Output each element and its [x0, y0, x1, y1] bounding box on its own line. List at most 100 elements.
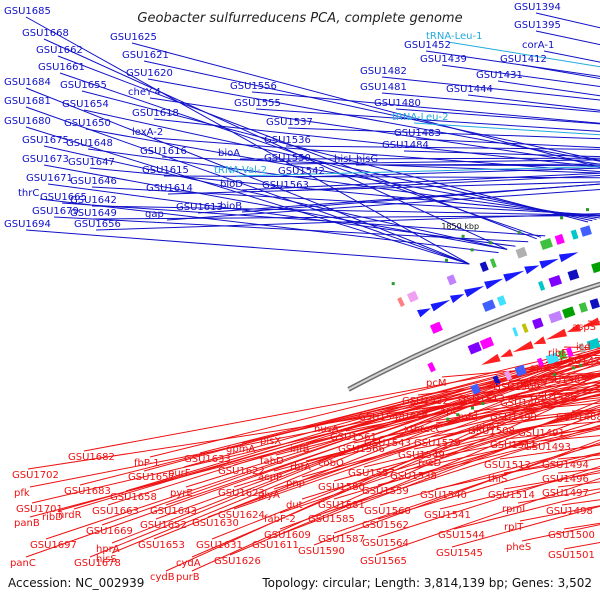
reverse-gene-label: GSU1560 [364, 506, 411, 517]
forward-gene-label: GSU1625 [110, 32, 157, 43]
forward-connector [283, 174, 600, 192]
forward-gene-label: GSU1431 [476, 70, 523, 81]
forward-connector [91, 205, 600, 216]
forward-gene-label: GSU1668 [22, 28, 69, 39]
accession-text: Accession: NC_002939 [8, 576, 144, 590]
forward-gene-label: GSU1620 [126, 68, 173, 79]
reverse-gene-label: GSU1658 [110, 492, 157, 503]
reverse-gene-label: GSU1587 [318, 534, 365, 545]
reverse-gene-label: GSU1580 [318, 482, 365, 493]
forward-feature-block [446, 274, 457, 286]
reverse-gene-label: GSU1486 [530, 392, 577, 403]
forward-connector [415, 138, 600, 149]
reverse-gene-label: GSU1701 [16, 504, 63, 515]
reverse-connector [153, 361, 600, 540]
reverse-feature-block [512, 327, 519, 337]
reverse-gene-label: fabD [260, 456, 284, 467]
forward-gene-label: GSU1444 [446, 84, 493, 95]
forward-feature-block [539, 237, 553, 250]
reverse-connector [439, 469, 600, 510]
marker-dot [553, 373, 557, 377]
forward-feature-block [554, 233, 565, 245]
forward-gene-label: GSU1681 [4, 96, 51, 107]
forward-connector [299, 167, 600, 178]
forward-gene-label: GSU1642 [70, 195, 117, 206]
forward-feature-block [570, 229, 579, 240]
reverse-connector [333, 420, 600, 500]
marker-dot [445, 258, 448, 262]
genome-title: Geobacter sulfurreducens PCA, complete g… [137, 11, 462, 26]
forward-feature-block [515, 246, 528, 259]
reverse-gene-label: GSU1548 [358, 412, 405, 423]
forward-gene-label: GSU1394 [514, 2, 561, 13]
reverse-gene-label: GSU1493 [524, 442, 571, 453]
forward-connector [241, 183, 600, 213]
reverse-gene-label: GSU1498 [546, 506, 593, 517]
forward-connector [61, 202, 546, 237]
forward-connector [381, 76, 600, 101]
marker-dot [446, 417, 450, 421]
reverse-connector [435, 399, 600, 424]
reverse-gene-label: gpmA [226, 444, 255, 455]
forward-gene-arrow [558, 252, 579, 263]
reverse-connector [453, 491, 600, 530]
reverse-feature-block [532, 317, 544, 330]
reverse-gene-label: hisS [96, 554, 117, 565]
forward-connector [47, 183, 516, 247]
reverse-gene-label: mfd [458, 412, 478, 423]
reverse-gene-label: rbfA [290, 462, 311, 473]
forward-gene-label: GSU1482 [360, 66, 407, 77]
marker-dot [579, 363, 583, 367]
reverse-gene-arrow [512, 340, 534, 353]
reverse-gene-label: recC [420, 424, 443, 435]
reverse-feature-block [470, 383, 481, 395]
reverse-connector [275, 372, 600, 456]
forward-connector [83, 109, 593, 222]
forward-gene-label: GSU1694 [4, 219, 51, 230]
reverse-gene-label: purF [168, 468, 191, 479]
forward-gene-label: GSU1655 [60, 80, 107, 91]
forward-feature-block [429, 321, 443, 334]
reverse-gene-label: GSU1657 [128, 472, 175, 483]
forward-gene-label: GSU1556 [230, 81, 277, 92]
reverse-connector [373, 374, 600, 412]
forward-gene-label: GSU1614 [146, 183, 193, 194]
reverse-gene-label: pcM [426, 378, 446, 389]
reverse-connector [149, 345, 600, 458]
forward-feature-block [489, 258, 497, 269]
forward-gene-label: GSU1412 [500, 54, 547, 65]
reverse-gene-label: GSU1624 [218, 510, 265, 521]
reverse-connector [229, 400, 600, 556]
reverse-gene-label: GSU1564 [362, 538, 409, 549]
forward-feature-block [567, 269, 580, 281]
reverse-gene-label: recD [418, 458, 442, 469]
forward-gene-label: GSU1646 [70, 176, 117, 187]
forward-gene-label: GSU1680 [4, 116, 51, 127]
reverse-gene-label: GSU1488 [556, 412, 600, 423]
forward-feature-block [496, 295, 507, 307]
reverse-gene-label: GSU1500 [548, 530, 595, 541]
genome-summary-text: Topology: circular; Length: 3,814,139 bp… [261, 576, 592, 590]
reverse-gene-label: GSU1566 [338, 444, 385, 455]
reverse-connector [107, 349, 600, 506]
forward-connector [381, 92, 600, 113]
reverse-connector [313, 439, 600, 546]
connector-lines [25, 12, 600, 572]
forward-gene-label: GSU1673 [22, 154, 69, 165]
forward-gene-label: GSU1613 [176, 202, 223, 213]
reverse-feature-block [504, 370, 513, 381]
reverse-gene-label: thiS [488, 474, 507, 485]
reverse-connector [267, 412, 600, 540]
forward-connector [161, 156, 600, 174]
forward-connector [43, 145, 508, 250]
forward-connector [25, 16, 470, 265]
reverse-connector [273, 389, 600, 490]
reverse-gene-label: hprA [96, 544, 120, 555]
forward-connector [413, 122, 600, 136]
reverse-gene-label: glyA [258, 490, 280, 501]
forward-connector [355, 163, 600, 166]
reverse-gene-label: GSU1540 [420, 490, 467, 501]
forward-gene-label: GSU1675 [22, 135, 69, 146]
reverse-feature-block [562, 306, 576, 319]
forward-connector [285, 145, 600, 150]
